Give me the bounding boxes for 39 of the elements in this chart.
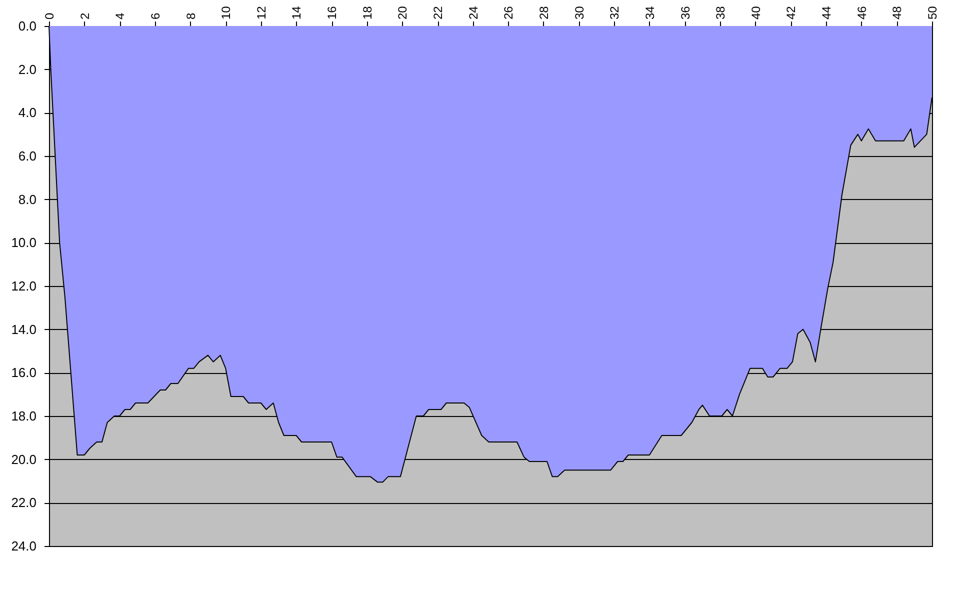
y-tick-label: 22.0 [11,495,36,510]
x-tick-label: 24 [466,6,480,20]
y-tick-label: 14.0 [11,322,36,337]
y-tick-label: 2.0 [18,62,36,77]
x-tick-label: 48 [890,6,904,20]
y-tick-label: 20.0 [11,452,36,467]
x-tick-label: 28 [536,6,551,20]
x-tick-label: 34 [642,6,657,20]
x-tick-label: 12 [254,6,268,20]
x-tick-label: 38 [714,6,728,20]
y-tick-label: 6.0 [18,148,36,164]
x-tick-label: 6 [148,12,162,20]
x-tick-label: 10 [219,6,234,20]
y-tick-label: 16.0 [11,365,36,380]
y-tick-label: 8.0 [18,192,36,207]
x-tick-label: 4 [113,12,128,20]
y-tick-label: 24.0 [11,538,36,554]
x-tick-label: 32 [608,6,622,20]
x-tick-label: 26 [502,6,516,20]
x-tick-label: 22 [431,6,446,20]
x-tick-label: 8 [184,12,198,20]
x-tick-label: 18 [360,6,374,20]
y-tick-label: 12.0 [11,278,36,294]
x-tick-label: 30 [572,6,586,20]
y-tick-label: 0.0 [18,18,36,34]
y-tick-label: 10.0 [11,235,36,250]
x-tick-label: 14 [290,6,304,20]
y-tick-label: 18.0 [11,408,36,424]
x-tick-label: 20 [396,6,410,20]
x-tick-label: 50 [926,6,940,20]
x-tick-label: 36 [678,6,692,20]
x-tick-label: 46 [854,6,869,20]
x-tick-label: 2 [78,12,92,20]
x-tick-label: 44 [820,6,834,20]
x-tick-label: 42 [784,6,798,20]
y-tick-label: 4.0 [18,105,36,120]
x-tick-label: 16 [325,6,340,20]
x-tick-label: 0 [42,12,56,20]
x-tick-label: 40 [748,6,763,20]
